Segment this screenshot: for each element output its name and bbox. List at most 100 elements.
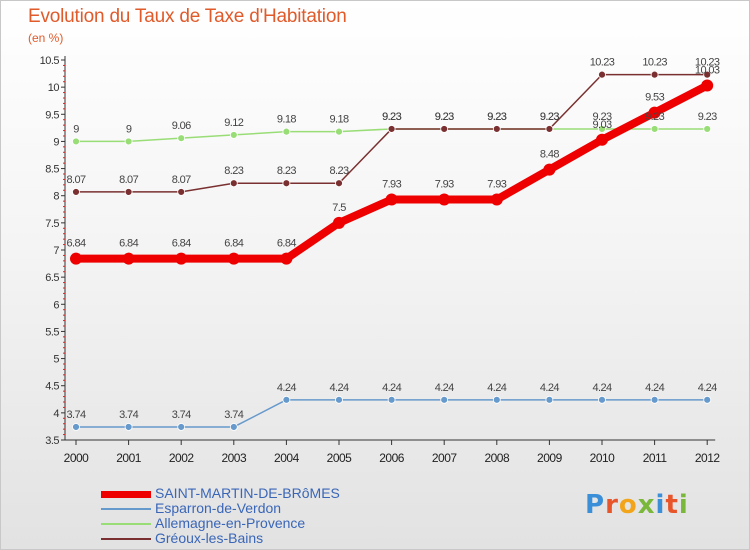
x-tick-label: 2000 xyxy=(64,451,90,465)
legend-label: Gréoux-les-Bains xyxy=(155,530,264,546)
data-label: 8.23 xyxy=(329,165,348,177)
x-tick-label: 2002 xyxy=(169,451,195,465)
data-label: 10.23 xyxy=(590,57,615,69)
y-tick-label: 4 xyxy=(53,408,59,420)
logo-letter: o xyxy=(618,490,638,520)
data-point xyxy=(227,252,240,265)
data-label: 3.74 xyxy=(224,409,243,421)
data-point xyxy=(124,188,133,196)
y-tick-label: 8.5 xyxy=(45,164,59,176)
data-point xyxy=(385,193,398,206)
y-tick-label: 9 xyxy=(53,136,59,148)
logo-letter: x xyxy=(637,490,656,520)
logo-letter: P xyxy=(585,490,606,520)
data-point xyxy=(335,179,343,188)
legend-swatch xyxy=(101,490,151,498)
x-tick-label: 2010 xyxy=(590,451,616,465)
data-label: 10.03 xyxy=(695,65,720,77)
data-label: 6.84 xyxy=(66,238,85,250)
legend-label: SAINT-MARTIN-DE-BRôMES xyxy=(155,485,340,501)
data-label: 4.24 xyxy=(698,382,717,394)
data-point xyxy=(282,127,291,136)
data-label: 9.53 xyxy=(645,92,664,104)
data-label: 9 xyxy=(73,123,79,135)
data-label: 7.93 xyxy=(487,179,506,191)
y-tick-label: 5 xyxy=(53,354,59,366)
y-tick-label: 3.5 xyxy=(45,435,59,447)
data-label: 4.24 xyxy=(382,382,401,394)
data-point xyxy=(545,125,554,133)
y-tick-label: 6.5 xyxy=(45,272,59,284)
data-point xyxy=(438,193,451,206)
data-label: 8.07 xyxy=(119,174,138,186)
data-point xyxy=(650,70,659,79)
data-label: 4.24 xyxy=(592,382,611,394)
legend-item: Gréoux-les-Bains xyxy=(101,530,401,547)
data-label: 10.23 xyxy=(642,57,667,69)
data-label: 4.24 xyxy=(329,382,348,394)
data-point xyxy=(650,125,659,133)
data-label: 4.24 xyxy=(540,382,559,394)
logo-letter: i xyxy=(678,490,689,520)
data-point xyxy=(229,131,238,139)
legend: SAINT-MARTIN-DE-BRôMES Esparron-de-Verdon… xyxy=(101,485,401,547)
data-label: 8.23 xyxy=(277,165,296,177)
data-label: 9.12 xyxy=(224,117,243,129)
data-label: 3.74 xyxy=(119,409,138,421)
data-point xyxy=(335,395,343,404)
data-label: 9.23 xyxy=(435,111,454,123)
data-label: 9.23 xyxy=(698,111,717,123)
series-lines xyxy=(70,70,714,431)
data-label: 6.84 xyxy=(172,238,191,250)
y-tick-label: 9.5 xyxy=(45,109,59,121)
x-tick-label: 2004 xyxy=(274,451,300,465)
data-label: 10.23 xyxy=(695,57,720,69)
legend-swatch xyxy=(101,538,151,540)
data-point xyxy=(124,423,133,431)
data-point xyxy=(596,133,608,146)
data-point xyxy=(175,252,188,265)
data-point xyxy=(282,179,291,188)
data-label: 3.74 xyxy=(66,409,85,421)
data-labels: 6.84 6.84 6.84 6.84 6.84 7.5 7.93 7.93 7.93 8.48 9… xyxy=(66,57,720,421)
data-label: 9.06 xyxy=(172,120,191,132)
chart-unit: (en %) xyxy=(28,31,64,45)
data-label: 4.24 xyxy=(645,382,664,394)
data-point xyxy=(280,252,293,265)
y-tick-label: 6 xyxy=(53,299,59,311)
data-point xyxy=(177,188,186,196)
data-label: 8.23 xyxy=(224,165,243,177)
x-tick-label: 2005 xyxy=(327,451,353,465)
data-point xyxy=(598,395,606,404)
axes: 3.5 4 4.5 5 5.5 6 6.5 7 7.5 8 8.5 9 9.5 10 10.5 2000 200… xyxy=(40,55,721,465)
logo-letter: r xyxy=(605,490,619,520)
data-point xyxy=(703,395,712,404)
data-label: 8.07 xyxy=(172,174,191,186)
data-label: 9.18 xyxy=(329,114,348,126)
x-tick-label: 2011 xyxy=(643,451,668,465)
data-point xyxy=(545,395,554,404)
data-label: 9.23 xyxy=(645,111,664,123)
data-point xyxy=(703,70,712,79)
data-label: 9.23 xyxy=(435,111,454,123)
x-tick-label: 2008 xyxy=(484,451,510,465)
legend-label: Esparron-de-Verdon xyxy=(155,500,282,516)
x-tick-label: 2007 xyxy=(432,451,458,465)
x-tick-label: 2006 xyxy=(379,451,405,465)
y-tick-label: 8 xyxy=(53,191,59,203)
data-point xyxy=(72,137,80,146)
data-point xyxy=(598,70,606,79)
data-point xyxy=(229,179,238,188)
y-tick-label: 4.5 xyxy=(45,381,59,393)
legend-label: Allemagne-en-Provence xyxy=(155,515,306,531)
data-point xyxy=(492,125,501,133)
proxiti-logo: Proxiti xyxy=(585,490,689,520)
legend-swatch xyxy=(101,523,151,525)
x-tick-label: 2003 xyxy=(221,451,247,465)
data-label: 9.23 xyxy=(487,111,506,123)
data-point xyxy=(543,163,556,176)
data-label: 9.23 xyxy=(487,111,506,123)
data-point xyxy=(122,252,135,265)
logo-letter: t xyxy=(665,490,679,520)
